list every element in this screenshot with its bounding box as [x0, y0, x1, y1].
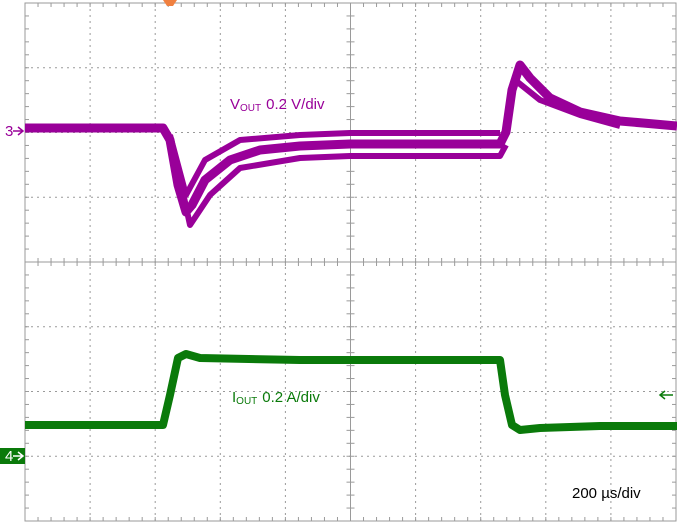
trigger-level-arrow	[658, 390, 673, 400]
iout-symbol: I	[232, 389, 236, 406]
timebase-label: 200 µs/div	[572, 485, 641, 502]
vout-symbol: V	[230, 96, 240, 113]
iout-subscript: OUT	[236, 396, 257, 407]
channel-3-arrow	[13, 126, 25, 136]
channel-4-number: 4	[5, 448, 13, 465]
trigger-marker	[163, 0, 177, 6]
vout-label: VOUT 0.2 V/div	[230, 96, 325, 114]
iout-trace	[25, 350, 677, 434]
vout-trace-noise	[167, 77, 621, 228]
vout-subscript: OUT	[240, 103, 261, 114]
graticule-border	[24, 2, 677, 522]
channel-4-arrow	[13, 451, 25, 461]
vout-scale: 0.2 V/div	[266, 96, 325, 113]
iout-label: IOUT 0.2 A/div	[232, 389, 320, 407]
channel-3-number: 3	[5, 123, 13, 140]
graticule	[24, 2, 677, 522]
iout-scale: 0.2 A/div	[262, 389, 320, 406]
